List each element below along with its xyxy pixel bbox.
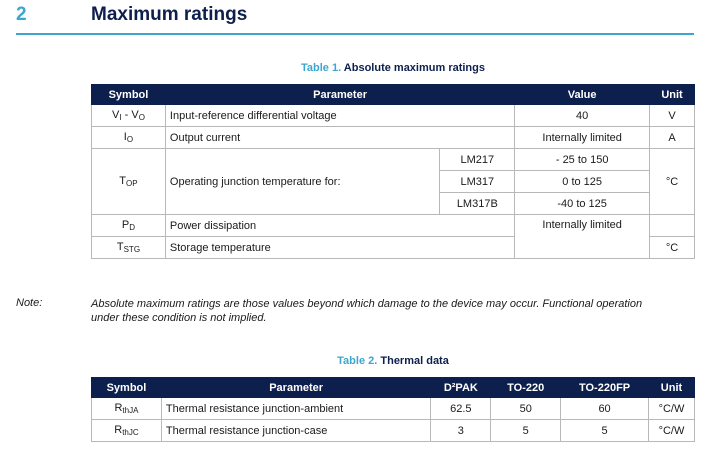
parameter-cell: Thermal resistance junction-case [160, 419, 432, 442]
unit-cell: A [649, 126, 695, 149]
symbol-cell: PD [91, 214, 166, 237]
note-text: Absolute maximum ratings are those value… [91, 298, 643, 324]
table1-label: Table 1. [300, 62, 342, 74]
table2-header-symbol: Symbol [91, 377, 162, 398]
table-row: PD Power dissipation Internally limited [91, 214, 695, 259]
parameter-cell: Power dissipation [164, 214, 516, 237]
table2-title: Thermal data [380, 355, 449, 367]
symbol-cell: TOP [91, 148, 166, 215]
table1-header-unit: Unit [649, 84, 695, 105]
table2-caption: Table 2. Thermal data [91, 355, 695, 367]
unit-cell: V [649, 104, 695, 127]
symbol-cell: RthJA [91, 397, 162, 420]
unit-cell: °C/W [647, 397, 696, 420]
value-cell: Internally limited [514, 214, 651, 259]
unit-cell: °C [649, 236, 695, 259]
value-cell: 40 [514, 104, 651, 127]
table2-header-parameter: Parameter [160, 377, 432, 398]
table1-header-parameter: Parameter [164, 84, 516, 105]
value-cell: - 25 to 150 [514, 148, 651, 171]
table1-header-symbol: Symbol [91, 84, 166, 105]
parameter-cell: Storage temperature [164, 236, 516, 259]
note-label: Note: [16, 297, 43, 309]
table2-header-to220fp: TO-220FP [560, 377, 649, 398]
to220-cell: 5 [490, 419, 562, 442]
table1-header-row: Symbol Parameter Value Unit [91, 84, 695, 105]
device-cell: LM317 [439, 170, 516, 193]
unit-cell: °C [649, 148, 695, 215]
table-row: RthJC Thermal resistance junction-case 3… [91, 419, 696, 442]
symbol-cell: RthJC [91, 419, 162, 442]
section-number: 2 [16, 4, 27, 25]
table-row: IO Output current Internally limited A [91, 126, 695, 149]
table2-header-dpak: D²PAK [430, 377, 492, 398]
unit-cell: °C/W [647, 419, 696, 442]
unit-cell [649, 214, 695, 237]
table-row: TOP Operating junction temperature for: … [91, 148, 695, 215]
symbol-cell: IO [91, 126, 166, 149]
parameter-cell: Output current [164, 126, 516, 149]
value-cell: 0 to 125 [514, 170, 651, 193]
dpak-cell: 62.5 [430, 397, 492, 420]
value-cell: -40 to 125 [514, 192, 651, 215]
symbol-cell: VI - VO [91, 104, 166, 127]
parameter-cell: Operating junction temperature for: [164, 148, 441, 215]
to220fp-cell: 5 [560, 419, 649, 442]
parameter-cell: Input-reference differential voltage [164, 104, 516, 127]
absolute-maximum-ratings-table: Symbol Parameter Value Unit VI - VO Inpu… [91, 84, 695, 259]
section-title: Maximum ratings [91, 4, 248, 25]
parameter-cell: Thermal resistance junction-ambient [160, 397, 432, 420]
table1-header-value: Value [514, 84, 651, 105]
table-row: VI - VO Input-reference differential vol… [91, 104, 695, 127]
table2-header-to220: TO-220 [490, 377, 562, 398]
to220fp-cell: 60 [560, 397, 649, 420]
table-row: TSTG Storage temperature °C [91, 236, 695, 259]
symbol-cell: TSTG [91, 236, 166, 259]
table2-header-row: Symbol Parameter D²PAK TO-220 TO-220FP U… [91, 377, 696, 398]
dpak-cell: 3 [430, 419, 492, 442]
device-cell: LM317B [439, 192, 516, 215]
to220-cell: 50 [490, 397, 562, 420]
thermal-data-table: Symbol Parameter D²PAK TO-220 TO-220FP U… [91, 377, 696, 442]
value-cell: Internally limited [514, 126, 651, 149]
section-divider [16, 33, 694, 35]
table2-label: Table 2. [337, 355, 378, 367]
device-cell: LM217 [439, 148, 516, 171]
table1-caption: Table 1. Absolute maximum ratings [91, 62, 695, 74]
table1-title: Absolute maximum ratings [343, 62, 485, 74]
table2-header-unit: Unit [647, 377, 696, 398]
table-row: RthJA Thermal resistance junction-ambien… [91, 397, 696, 420]
